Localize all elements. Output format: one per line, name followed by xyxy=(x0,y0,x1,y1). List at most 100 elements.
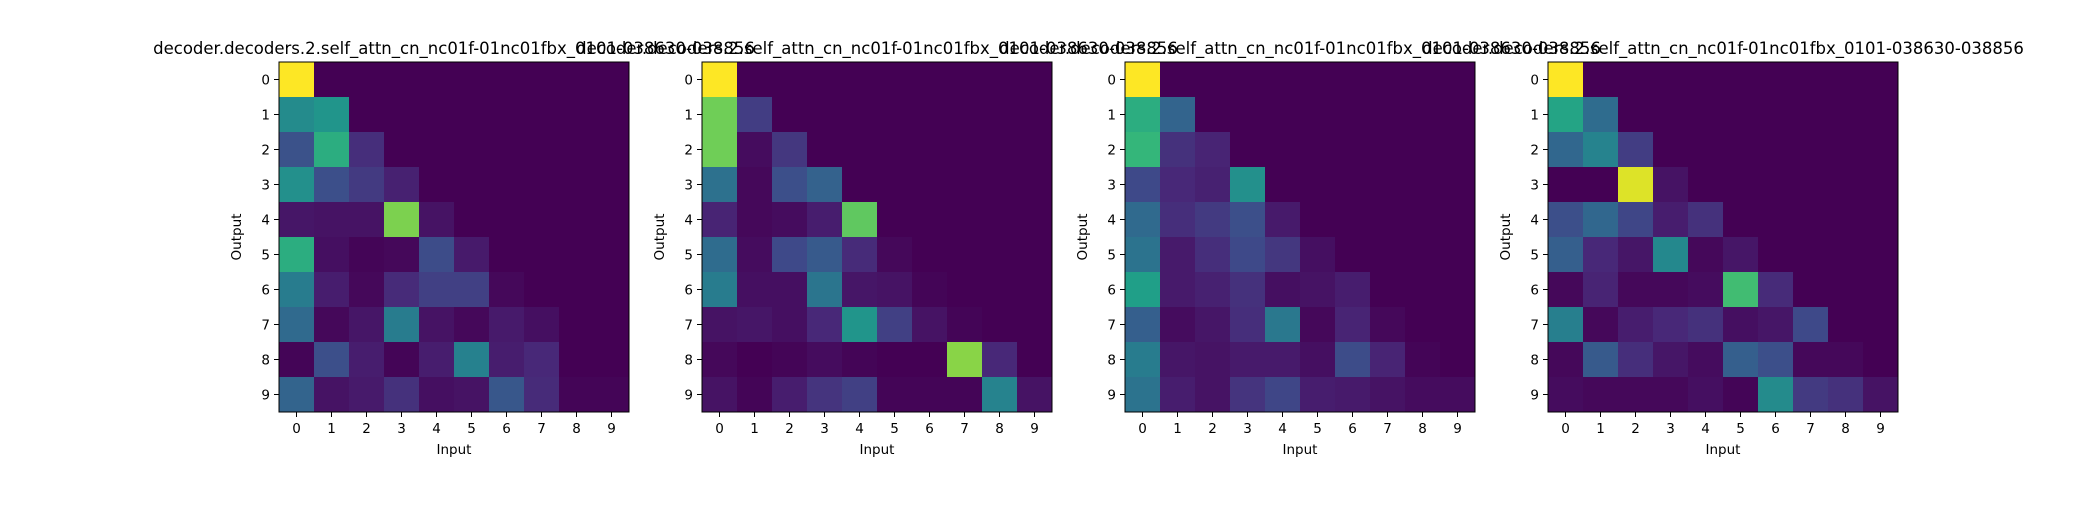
y-tick-label: 7 xyxy=(1107,318,1116,334)
heatmap-cell xyxy=(842,307,878,343)
y-tick-label: 0 xyxy=(1107,73,1116,89)
y-tick-label: 5 xyxy=(1530,248,1539,264)
heatmap-cell xyxy=(702,62,738,98)
x-tick-label: 5 xyxy=(1736,421,1745,437)
heatmap-panel-3: 0 1 2 3 4 5 6 7 8 9 0 1 2 3 4 5 6 7 8 9 Input Output decoder.d… xyxy=(999,39,1601,458)
heatmap-cell xyxy=(384,342,420,378)
heatmap-cell xyxy=(524,272,560,308)
heatmap-cell xyxy=(1265,377,1301,413)
y-tick-label: 5 xyxy=(261,248,270,264)
x-tick-label: 7 xyxy=(1806,421,1815,437)
heatmap-cell xyxy=(524,97,560,133)
heatmap-cell xyxy=(1653,167,1689,203)
heatmap-cell xyxy=(1265,62,1301,98)
y-tick-label: 4 xyxy=(261,213,270,229)
heatmap-cell xyxy=(1548,307,1584,343)
heatmap-cell xyxy=(1688,272,1724,308)
heatmap-cell xyxy=(807,307,843,343)
heatmap-cell xyxy=(594,202,630,238)
heatmap-cell xyxy=(1793,97,1829,133)
heatmap-cell xyxy=(842,62,878,98)
heatmap-cell xyxy=(1160,307,1196,343)
heatmap-cell xyxy=(1195,272,1231,308)
heatmap-cell xyxy=(1723,377,1759,413)
heatmap-cell xyxy=(1548,62,1584,98)
heatmap-cell xyxy=(947,62,983,98)
heatmap-cell xyxy=(349,377,385,413)
heatmap-cell xyxy=(737,307,773,343)
heatmap-cell xyxy=(1300,97,1336,133)
plot-frame xyxy=(701,61,1053,413)
heatmap-cell xyxy=(524,307,560,343)
heatmap-cell xyxy=(1828,132,1864,168)
heatmap-cell xyxy=(1723,132,1759,168)
heatmap-cell xyxy=(419,377,455,413)
heatmap-cell xyxy=(384,62,420,98)
heatmap-cell xyxy=(279,307,315,343)
heatmap-cell xyxy=(1335,377,1371,413)
heatmap-cell xyxy=(384,167,420,203)
x-tick-label: 2 xyxy=(1208,421,1217,437)
heatmap-cell xyxy=(1265,132,1301,168)
heatmap-cell xyxy=(1300,237,1336,273)
y-tick-label: 6 xyxy=(684,283,693,299)
heatmap-cell xyxy=(877,62,913,98)
y-tick-label: 8 xyxy=(261,353,270,369)
heatmap-cell xyxy=(1017,377,1053,413)
heatmap-cell xyxy=(1793,167,1829,203)
heatmap-cell xyxy=(1265,97,1301,133)
heatmap-cell xyxy=(1125,237,1161,273)
heatmap-cell xyxy=(1828,307,1864,343)
heatmap-cell xyxy=(947,307,983,343)
x-tick-label: 3 xyxy=(1243,421,1252,437)
heatmap-cell xyxy=(1723,307,1759,343)
heatmap-cell xyxy=(1440,237,1476,273)
heatmap-cell xyxy=(877,272,913,308)
heatmap-cell xyxy=(1548,342,1584,378)
heatmap-cell xyxy=(1405,272,1441,308)
heatmap-cell xyxy=(1017,307,1053,343)
heatmap-cell xyxy=(737,237,773,273)
heatmap-cell xyxy=(1195,62,1231,98)
heatmap-cell xyxy=(1160,377,1196,413)
heatmap-cell xyxy=(842,377,878,413)
heatmap-cell xyxy=(1230,62,1266,98)
heatmap-cell xyxy=(947,272,983,308)
heatmap-cell xyxy=(947,202,983,238)
x-tick-label: 4 xyxy=(1701,421,1710,437)
heatmap-cell xyxy=(1017,342,1053,378)
chart-title: decoder.decoders.2.self_attn_cn_nc01f-01… xyxy=(1422,39,2024,59)
heatmap-cell xyxy=(982,202,1018,238)
heatmap-cell xyxy=(1653,377,1689,413)
heatmap-cell xyxy=(1688,342,1724,378)
heatmap-cell xyxy=(1863,237,1899,273)
heatmap-cell xyxy=(807,237,843,273)
heatmap-cell xyxy=(1828,62,1864,98)
heatmap-cell xyxy=(489,377,525,413)
heatmap-cell xyxy=(1618,377,1654,413)
heatmap-cell xyxy=(1370,237,1406,273)
heatmap-cell xyxy=(489,237,525,273)
heatmap-cell xyxy=(1230,97,1266,133)
heatmap-cell xyxy=(912,342,948,378)
heatmap-cell xyxy=(1230,202,1266,238)
heatmap-cell xyxy=(1583,202,1619,238)
chart-title: decoder.decoders.2.self_attn_cn_nc01f-01… xyxy=(576,39,1178,59)
x-tick-label: 6 xyxy=(925,421,934,437)
heatmap-cell xyxy=(772,202,808,238)
heatmap-cell xyxy=(1335,237,1371,273)
heatmap-cell xyxy=(1548,377,1584,413)
heatmap-cell xyxy=(1405,377,1441,413)
heatmap-cell xyxy=(737,167,773,203)
heatmap-cell xyxy=(1017,132,1053,168)
heatmap-cell xyxy=(384,237,420,273)
heatmap-cell xyxy=(1758,97,1794,133)
heatmap-cell xyxy=(454,62,490,98)
y-tick-label: 3 xyxy=(1530,178,1539,194)
heatmap-cell xyxy=(559,307,595,343)
y-tick-label: 8 xyxy=(1107,353,1116,369)
x-tick-label: 0 xyxy=(715,421,724,437)
x-tick-label: 7 xyxy=(1383,421,1392,437)
heatmap-cell xyxy=(1335,202,1371,238)
